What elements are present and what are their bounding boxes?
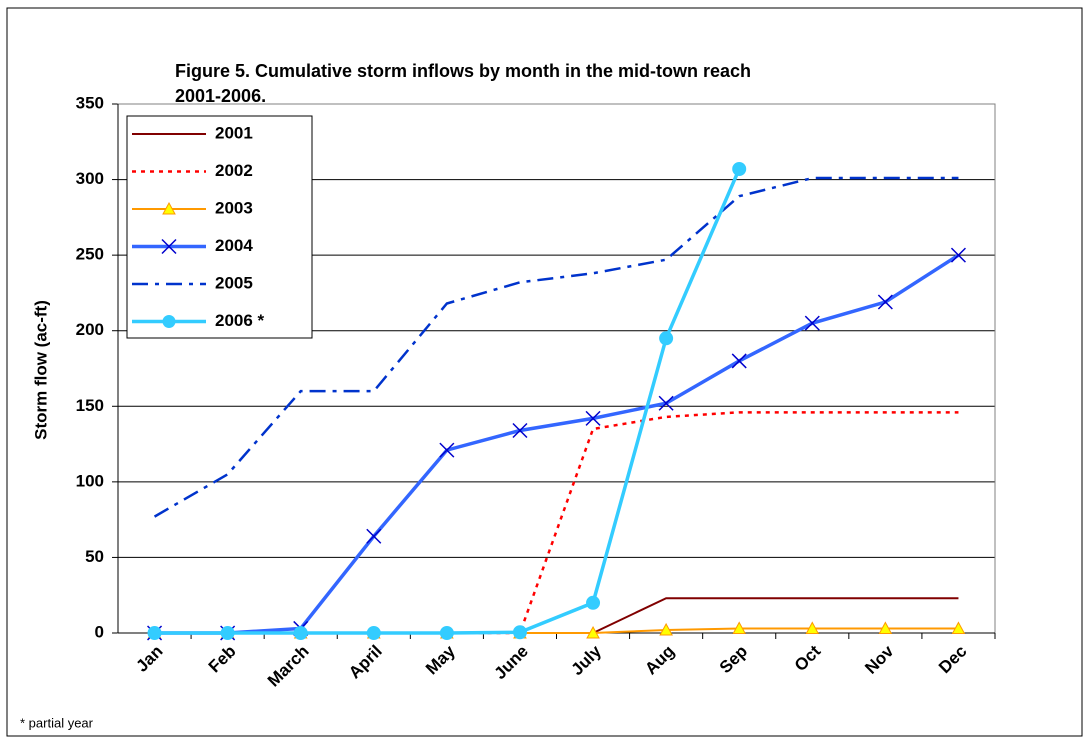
legend-marker: [162, 201, 176, 215]
marker: [659, 331, 674, 346]
y-tick-label: 50: [85, 547, 104, 566]
marker: [586, 625, 600, 639]
marker: [366, 528, 382, 544]
y-tick-label: 300: [76, 169, 104, 188]
legend-label: 2005: [215, 273, 253, 292]
legend: [126, 115, 313, 339]
legend-label: 2001: [215, 123, 253, 142]
marker: [439, 626, 454, 640]
marker: [586, 595, 601, 610]
chart-title: Figure 5. Cumulative storm inflows by mo…: [175, 61, 751, 81]
legend-marker: [162, 315, 176, 328]
legend-marker: [161, 238, 177, 255]
legend-label: 2006 *: [215, 311, 265, 330]
marker: [878, 621, 893, 634]
y-tick-label: 200: [76, 320, 104, 339]
marker: [659, 622, 673, 636]
marker: [147, 626, 162, 640]
marker: [731, 353, 747, 369]
y-tick-label: 350: [76, 93, 104, 112]
y-axis-label: Storm flow (ac-ft): [31, 300, 50, 440]
chart-title: 2001-2006.: [175, 86, 266, 106]
marker: [512, 625, 527, 640]
y-tick-label: 250: [76, 245, 104, 264]
marker: [512, 422, 528, 438]
marker: [804, 315, 820, 331]
marker: [439, 442, 455, 458]
footnote: * partial year: [20, 715, 94, 730]
marker: [732, 161, 747, 176]
marker: [877, 294, 893, 310]
legend-label: 2002: [215, 161, 253, 180]
marker: [366, 626, 381, 640]
series-line: [153, 176, 959, 518]
marker: [951, 621, 966, 634]
y-tick-label: 100: [76, 471, 104, 490]
marker: [293, 626, 308, 640]
marker: [585, 410, 601, 426]
marker: [805, 621, 820, 634]
marker: [220, 626, 235, 640]
marker: [658, 395, 674, 411]
marker: [950, 247, 966, 263]
legend-label: 2003: [215, 198, 253, 217]
y-tick-label: 0: [95, 622, 104, 641]
legend-label: 2004: [215, 236, 253, 255]
marker: [732, 621, 747, 634]
y-tick-label: 150: [76, 396, 104, 415]
series-line: [154, 253, 960, 635]
